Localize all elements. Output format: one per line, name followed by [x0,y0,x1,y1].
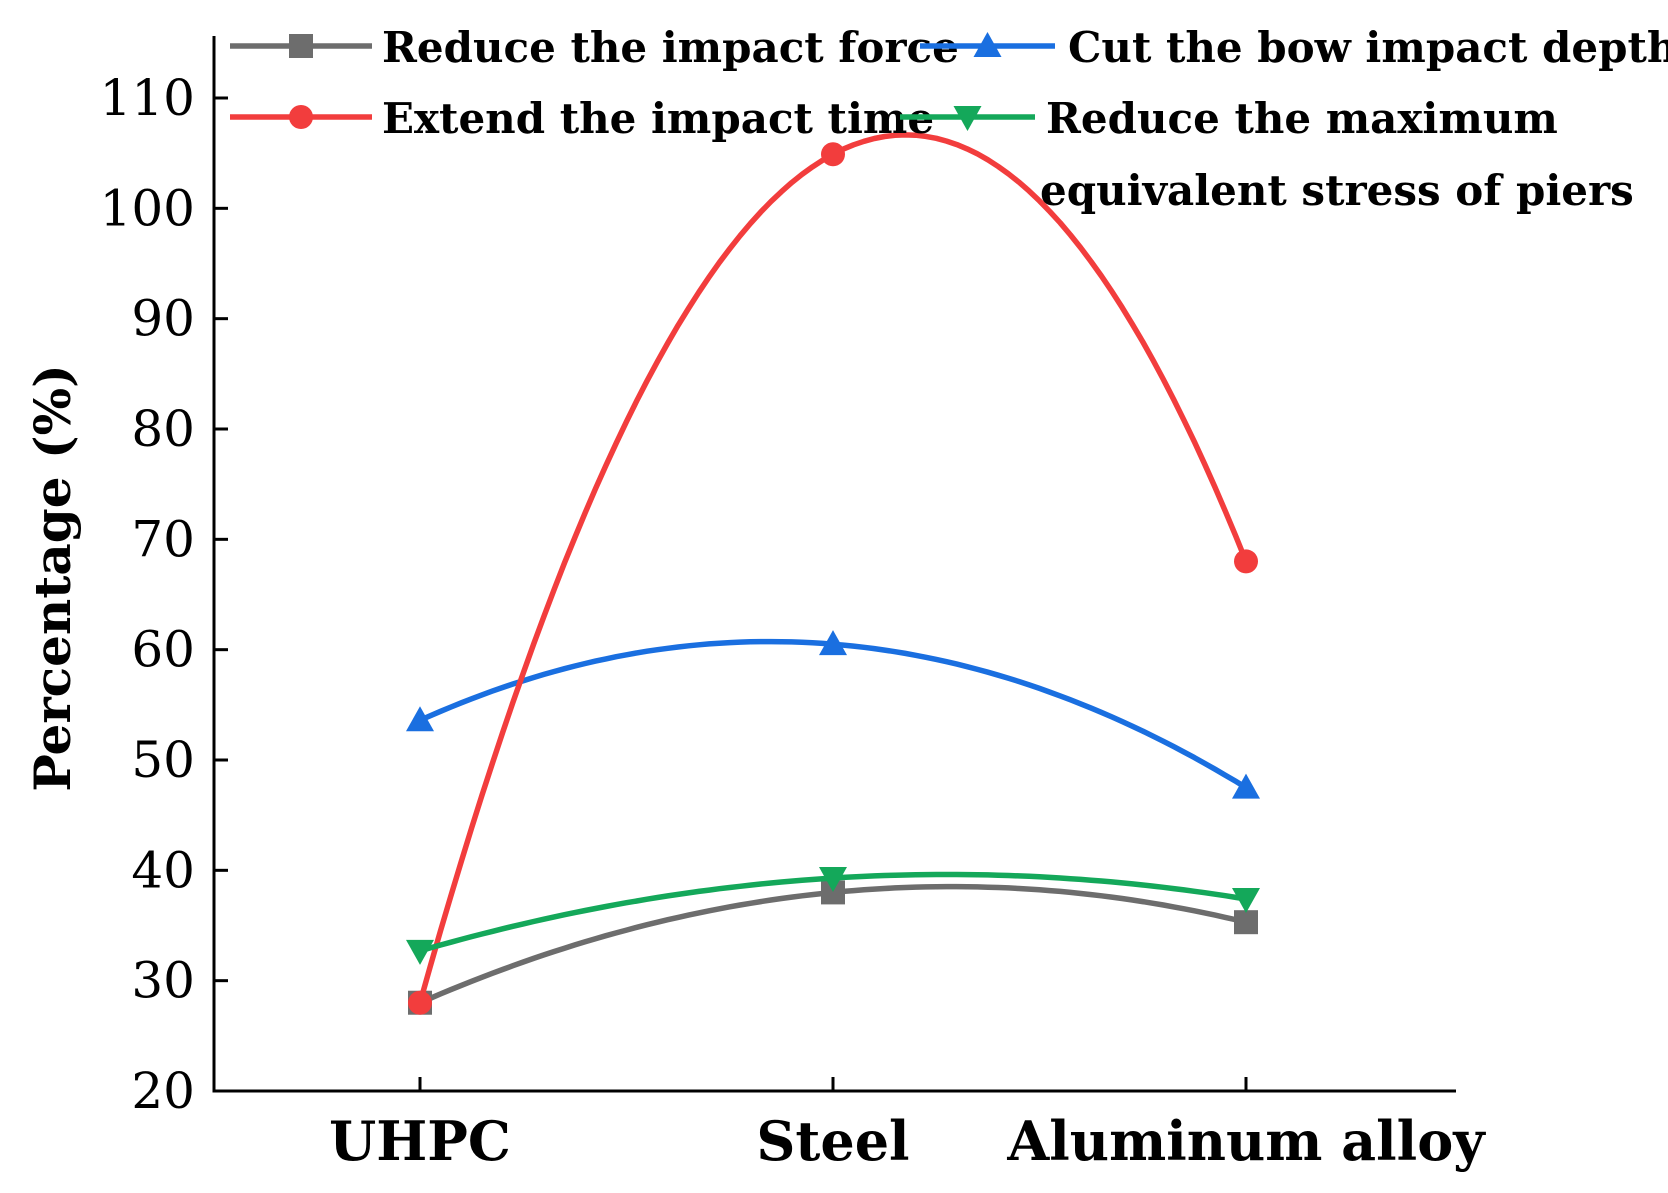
legend-marker-1 [289,34,313,58]
data-point-2-3 [1232,773,1260,799]
legend-marker-4 [953,106,982,131]
legend-marker-3 [289,105,313,129]
data-point-4-3 [1232,888,1260,914]
y-tick-label: 20 [131,1062,195,1120]
y-tick-label: 100 [100,179,195,237]
series-line-2 [417,638,1249,791]
data-point-3-2 [821,142,845,167]
data-point-4-1 [406,939,434,965]
y-tick-label: 110 [100,69,195,127]
data-point-3-3 [1234,549,1258,574]
x-category-label: Aluminum alloy [1006,1109,1486,1173]
y-tick-label: 40 [131,841,195,899]
y-tick-label: 70 [131,510,195,568]
y-tick-label: 30 [131,952,195,1010]
data-point-1-3 [1234,910,1258,935]
x-category-label: UHPC [329,1109,511,1173]
legend-label-1: Reduce the impact force [382,23,959,72]
data-point-2-2 [819,630,847,656]
legend-label-3: Extend the impact time [382,94,934,143]
x-category-label: Steel [756,1109,909,1173]
legend-marker-2 [973,32,1002,57]
legend-label-4: equivalent stress of piers [1040,166,1634,215]
y-tick-label: 50 [131,731,195,789]
data-point-3-1 [408,990,432,1015]
y-ticks: 20 30 40 50 60 70 80 90 100 110 [100,69,228,1120]
data-point-4-2 [819,867,847,893]
y-tick-label: 80 [131,400,195,458]
y-tick-label: 60 [131,621,195,679]
y-axis-title: Percentage (%) [23,364,82,792]
x-ticks: UHPC Steel Aluminum alloy [329,1077,1486,1173]
legend: Reduce the impact force Cut the bow impac… [230,23,1668,215]
y-tick-label: 90 [131,290,195,348]
data-point-2-1 [406,706,434,732]
legend-label-2: Cut the bow impact depth [1068,23,1668,72]
legend-label-4: Reduce the maximum [1046,94,1558,143]
series [406,132,1260,1015]
